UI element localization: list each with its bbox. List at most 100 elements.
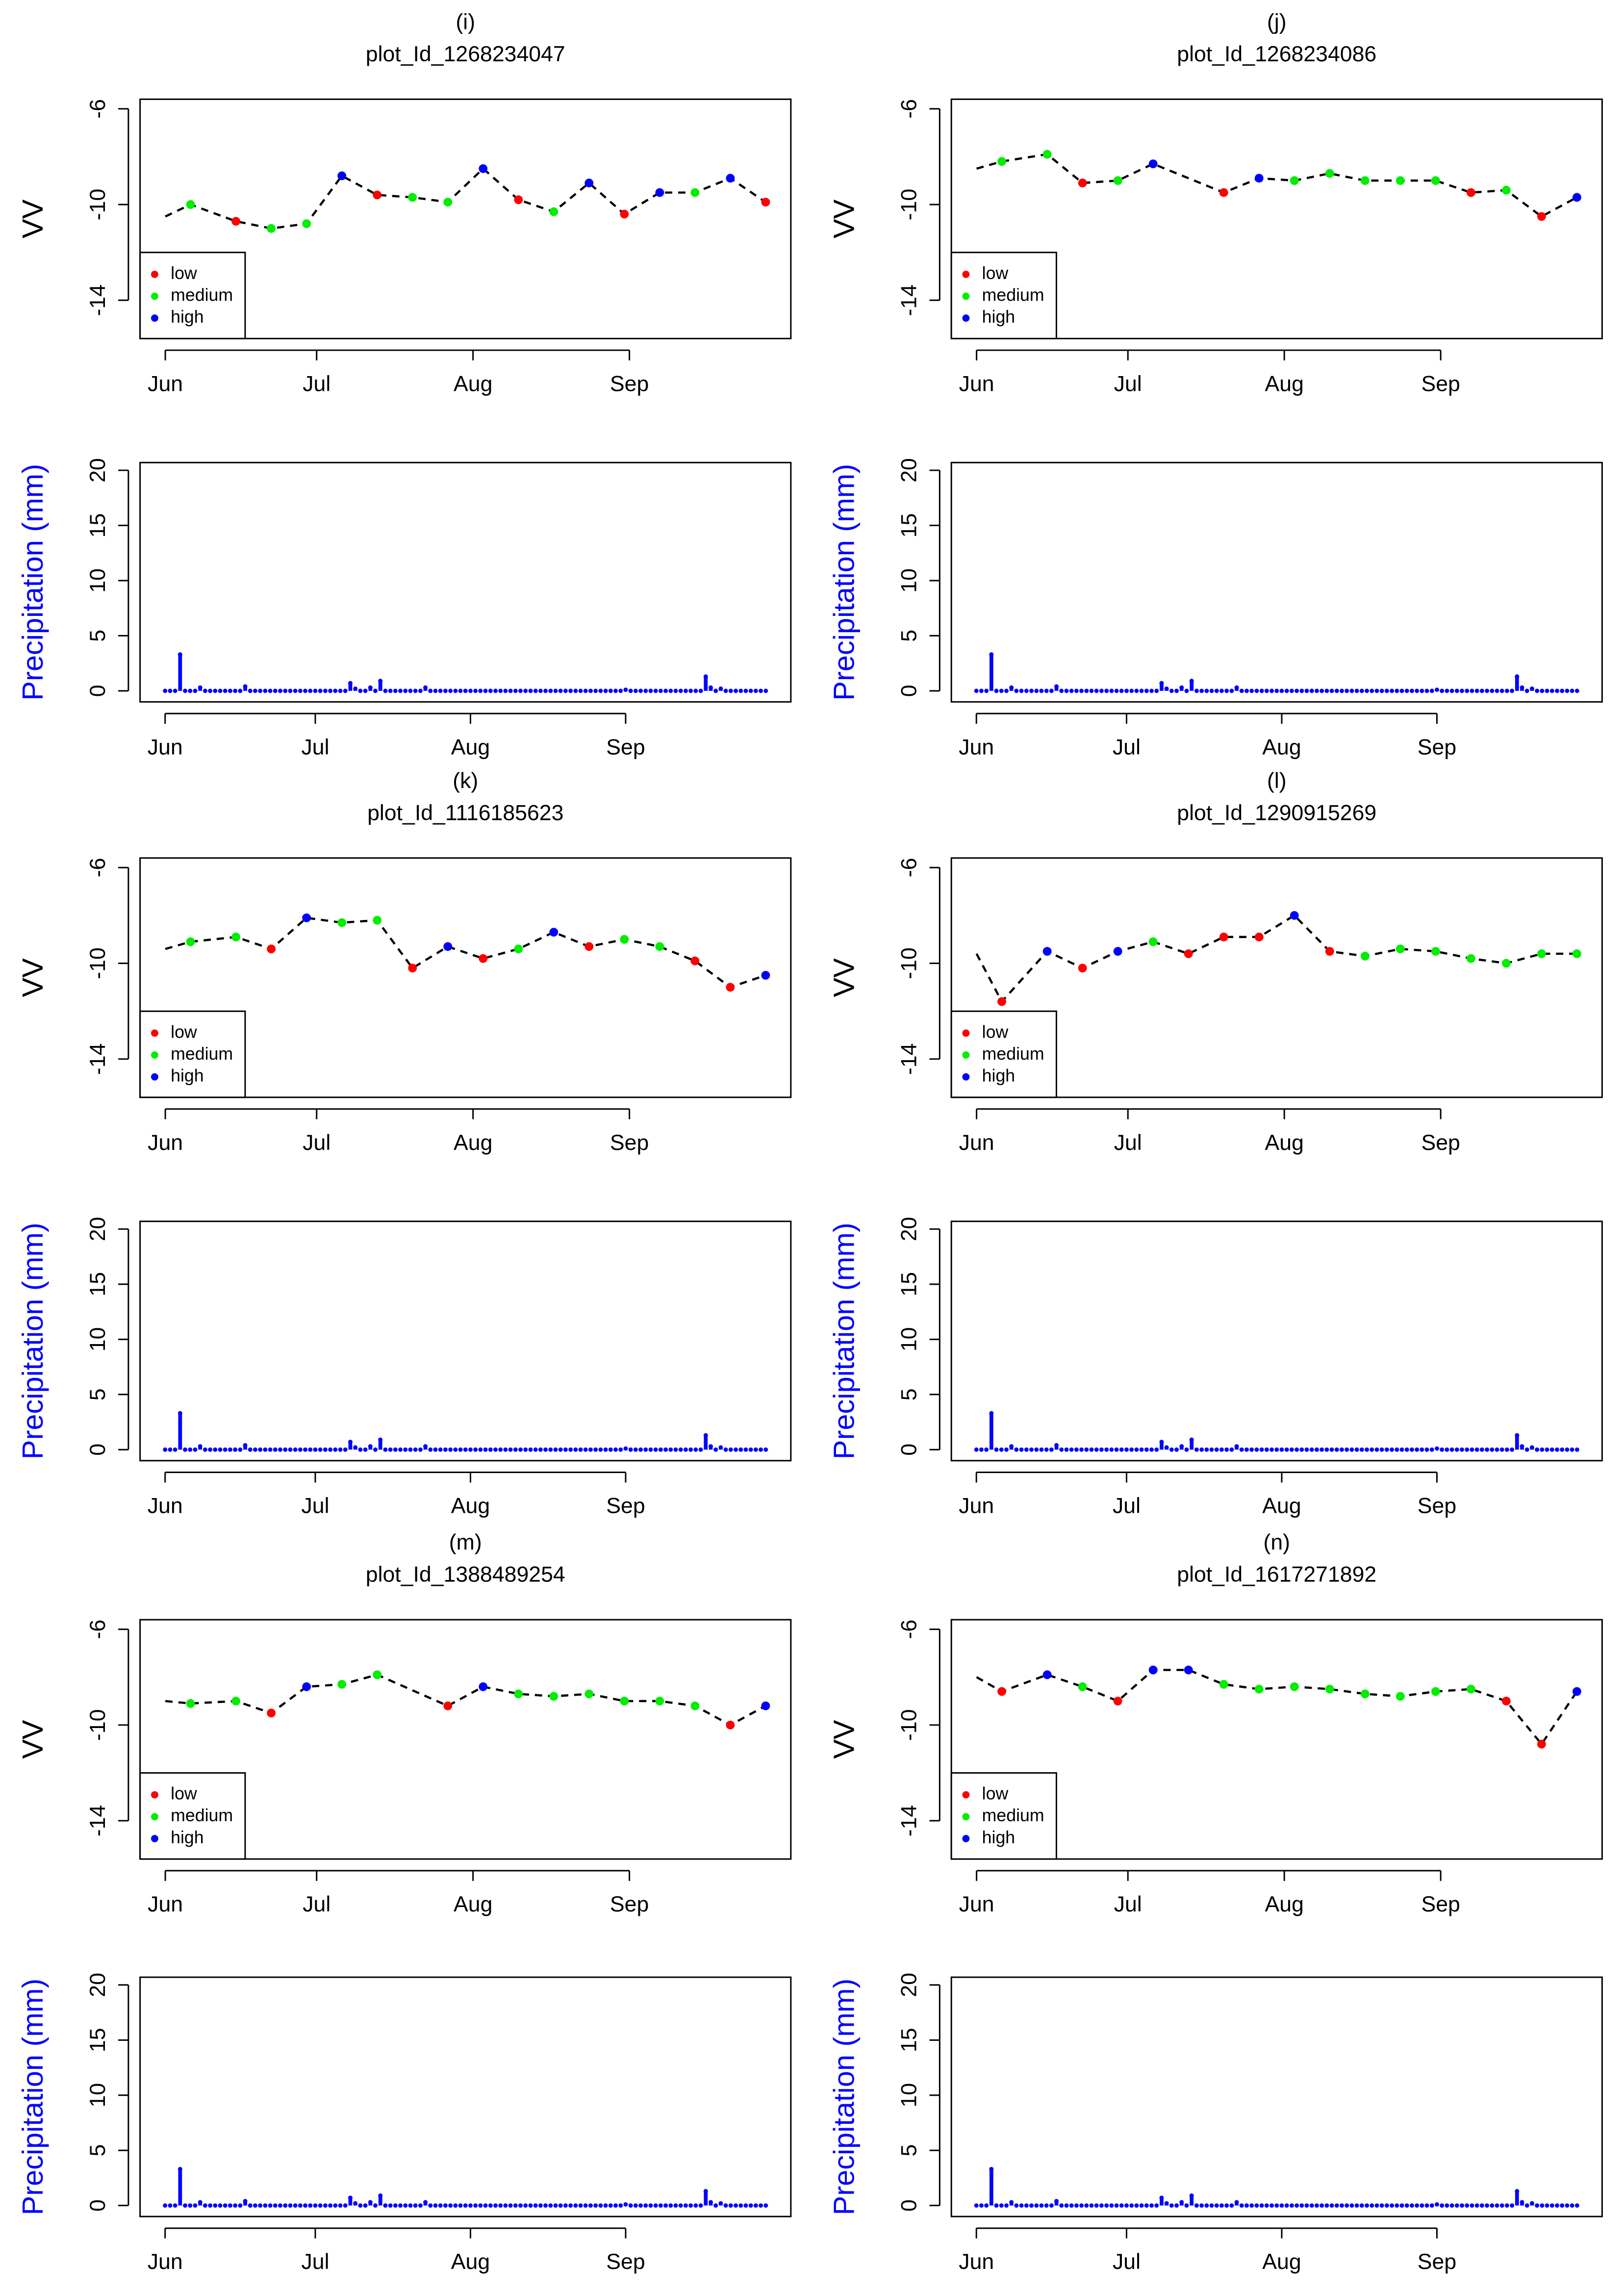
precip-point [1340,688,1344,693]
precip-point [974,1447,979,1452]
precip-point [223,1447,228,1452]
precip-point [1199,2203,1204,2208]
x-tick-label: Jun [959,372,994,396]
precip-point [198,1444,203,1449]
precip-point [743,688,748,693]
precip-point [698,1447,703,1452]
precip-point [1214,1447,1219,1452]
legend-marker [151,1051,158,1059]
precip-point [734,688,738,693]
precip-point [283,1447,288,1452]
precip-point [1084,688,1089,693]
precip-point [273,688,278,693]
precip-point [1499,1447,1504,1452]
chart-subtitle: plot_Id_1268234047 [366,42,565,66]
precip-point [223,688,228,693]
precip-point [753,2203,758,2208]
vv-point [1572,1687,1581,1696]
precip-point [1384,1447,1389,1452]
vv-point [1360,176,1370,185]
precip-point [1079,1447,1084,1452]
precip-point [393,1447,398,1452]
precip-point [1560,688,1565,693]
precip-point [1009,685,1014,690]
precip-point [483,1447,488,1452]
precip-point [538,688,543,693]
precip-point [463,2203,468,2208]
precip-point [648,1447,653,1452]
precip-point [263,688,268,693]
precip-point [658,688,663,693]
legend-label: medium [982,1044,1044,1064]
precip-point [1510,688,1515,693]
precip-point [683,2203,688,2208]
precip-point [603,1447,608,1452]
precip-point [1449,1447,1454,1452]
vv-point [1466,1684,1475,1694]
vv-point [726,1720,735,1730]
precip-point [1009,1444,1014,1449]
y-tick-label: 0 [86,2199,110,2212]
vv-point [1290,911,1299,920]
precip-point [1294,2203,1299,2208]
precip-point [1565,688,1570,693]
legend-marker [962,1051,970,1059]
precip-point [403,2203,408,2208]
precip-point [1535,2203,1540,2208]
precip-point [698,2203,703,2208]
x-tick-label: Sep [610,372,649,396]
precip-point [493,2203,498,2208]
precip-point [488,688,493,693]
precip-point [533,688,538,693]
precip-point [1404,1447,1409,1452]
precip-point [603,688,608,693]
precip-point [1184,688,1189,693]
precip-point [994,2203,999,2208]
precip-point [738,1447,743,1452]
precip-point [653,688,658,693]
legend-label: low [982,1022,1009,1042]
precip-point [453,2203,458,2208]
precip-point [213,688,218,693]
precip-point [1420,2203,1424,2208]
precip-point [1259,1447,1264,1452]
precip-point [358,688,363,693]
precip-point [718,2201,723,2206]
precip-point [1179,685,1184,690]
precip-point [473,2203,478,2208]
precip-point [1524,2203,1529,2208]
legend-label: medium [171,1806,233,1825]
y-tick-label: -6 [86,858,110,877]
precip-point [979,1447,984,1452]
legend-marker [151,314,158,322]
precip-point [1244,1447,1249,1452]
precip-point [1549,1447,1554,1452]
precip-point [1460,2203,1464,2208]
precip-point [1445,688,1449,693]
precip-point [668,1447,673,1452]
vv-point [1042,1670,1052,1679]
precip-point [533,1447,538,1452]
precip-point [608,2203,613,2208]
precip-point [478,1447,483,1452]
y-tick-label: 5 [86,2144,110,2157]
precip-point [1049,688,1054,693]
precip-point [1495,1447,1499,1452]
precip-point [618,688,623,693]
y-tick-label: -6 [897,1620,921,1639]
precip-point [478,688,483,693]
precip-point [1565,1447,1570,1452]
precip-point [1540,1447,1545,1452]
precip-point [568,688,573,693]
precip-point [193,1447,198,1452]
precip-point [1334,1447,1339,1452]
y-tick-label: 10 [897,1327,921,1352]
vv-point [549,1692,558,1701]
precip-point [1104,688,1109,693]
x-tick-label: Jul [303,1892,330,1916]
precip-point [423,1444,428,1449]
precip-point [1535,1447,1540,1452]
chart-subtitle: plot_Id_1388489254 [366,1563,565,1587]
precip-point [338,688,343,693]
